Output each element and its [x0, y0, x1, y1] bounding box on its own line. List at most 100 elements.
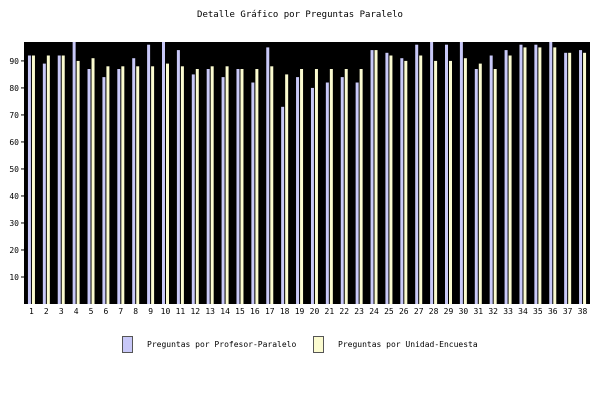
bar-series-2-q30: [463, 58, 467, 305]
bar-series-1-q13: [206, 69, 210, 304]
bar-series-2-q31: [478, 63, 482, 304]
bar-series-1-q24: [370, 50, 374, 305]
legend-swatch: [122, 336, 133, 353]
bar-series-1-q4: [72, 42, 76, 304]
bar-series-2-q35: [538, 47, 542, 304]
x-tick-label: 24: [369, 307, 379, 316]
x-tick-label: 35: [533, 307, 543, 316]
bar-series-2-q38: [583, 52, 587, 304]
y-axis: 10 20 30 40 50 60 70 80 90: [9, 57, 24, 282]
x-tick-label: 25: [384, 307, 394, 316]
bar-series-1-q30: [459, 42, 463, 304]
y-tick-label: 30: [9, 219, 19, 228]
bar-series-1-q28: [430, 42, 434, 304]
bar-series-2-q12: [195, 69, 199, 304]
bar-series-2-q21: [329, 69, 333, 304]
bar-series-1-q11: [176, 50, 180, 305]
bar-series-2-q26: [404, 60, 408, 305]
y-tick-label: 40: [9, 192, 19, 201]
bar-series-2-q8: [136, 66, 140, 304]
x-tick-label: 14: [220, 307, 230, 316]
bars: [27, 42, 587, 305]
x-tick-label: 27: [414, 307, 424, 316]
bar-series-2-q13: [210, 66, 214, 304]
x-tick-label: 29: [444, 307, 454, 316]
bar-series-1-q6: [102, 77, 106, 304]
y-tick-label: 20: [9, 246, 19, 255]
legend-swatch: [313, 336, 324, 353]
x-tick-label: 16: [250, 307, 260, 316]
x-tick-label: 32: [488, 307, 498, 316]
bar-series-2-q19: [300, 69, 304, 304]
bar-series-2-q20: [314, 69, 318, 304]
bar-series-1-q14: [221, 77, 225, 304]
bar-series-1-q23: [355, 82, 359, 304]
bar-series-1-q18: [281, 106, 285, 305]
bar-series-1-q19: [296, 77, 300, 304]
y-tick-label: 50: [9, 165, 19, 174]
bar-series-1-q31: [474, 69, 478, 304]
legend-label: Preguntas por Profesor-Paralelo: [147, 340, 297, 349]
bar-series-1-q2: [42, 63, 46, 304]
bar-series-2-q27: [419, 55, 423, 304]
legend-item-series-2: Preguntas por Unidad-Encuesta: [313, 336, 478, 353]
x-tick-label: 18: [280, 307, 290, 316]
bar-series-1-q15: [236, 69, 240, 304]
bar-series-2-q1: [31, 55, 35, 304]
bar-series-2-q29: [449, 60, 452, 305]
bar-series-2-q4: [76, 60, 80, 305]
bar-series-1-q29: [445, 44, 448, 305]
x-axis: 1 2 3 4 5 6 7 8 9 10 11 12 13 14 15 16 17 18 19 20 21 22 23 24 2…: [29, 307, 588, 316]
bar-series-2-q14: [225, 66, 229, 304]
x-tick-label: 11: [176, 307, 186, 316]
bar-series-2-q33: [508, 55, 512, 304]
bar-series-1-q22: [340, 77, 344, 304]
x-tick-label: 36: [548, 307, 558, 316]
x-tick-label: 3: [59, 307, 64, 316]
bar-series-1-q17: [266, 47, 270, 304]
bar-series-1-q9: [147, 44, 151, 305]
bar-series-1-q5: [87, 69, 91, 304]
bar-series-2-q18: [285, 74, 289, 304]
legend-label: Preguntas por Unidad-Encuesta: [338, 340, 478, 349]
bar-series-2-q22: [344, 69, 348, 304]
x-tick-label: 21: [325, 307, 335, 316]
bar-series-2-q9: [151, 66, 155, 304]
bar-series-1-q38: [579, 50, 583, 305]
x-tick-label: 34: [518, 307, 528, 316]
bar-series-2-q7: [121, 66, 125, 304]
bar-series-1-q34: [519, 44, 523, 305]
bar-series-2-q5: [91, 58, 95, 305]
x-tick-label: 19: [295, 307, 305, 316]
x-tick-label: 31: [473, 307, 483, 316]
x-tick-label: 4: [74, 307, 79, 316]
x-tick-label: 12: [190, 307, 200, 316]
x-tick-label: 20: [310, 307, 320, 316]
x-tick-label: 9: [148, 307, 153, 316]
bar-series-2-q2: [46, 55, 50, 304]
bar-series-1-q10: [162, 42, 165, 304]
bar-series-1-q25: [385, 52, 389, 304]
bar-series-1-q16: [251, 82, 255, 304]
bar-series-1-q12: [191, 74, 195, 304]
bar-series-1-q3: [57, 55, 61, 304]
bar-series-2-q3: [61, 55, 65, 304]
x-tick-label: 28: [429, 307, 439, 316]
bar-series-2-q15: [240, 69, 244, 304]
bar-series-1-q26: [400, 58, 404, 305]
bar-series-1-q35: [534, 44, 538, 305]
bar-series-1-q37: [564, 52, 568, 304]
x-tick-label: 17: [265, 307, 275, 316]
bar-series-2-q34: [523, 47, 527, 304]
x-tick-label: 30: [459, 307, 469, 316]
chart-title: Detalle Gráfico por Preguntas Paralelo: [197, 10, 403, 20]
y-tick-label: 80: [9, 84, 19, 93]
bar-series-1-q21: [325, 82, 329, 304]
bar-series-2-q23: [359, 69, 363, 304]
x-tick-label: 26: [399, 307, 409, 316]
bar-series-2-q24: [374, 50, 378, 305]
bar-series-2-q17: [270, 66, 274, 304]
bar-series-1-q32: [489, 55, 493, 304]
x-tick-label: 15: [235, 307, 245, 316]
